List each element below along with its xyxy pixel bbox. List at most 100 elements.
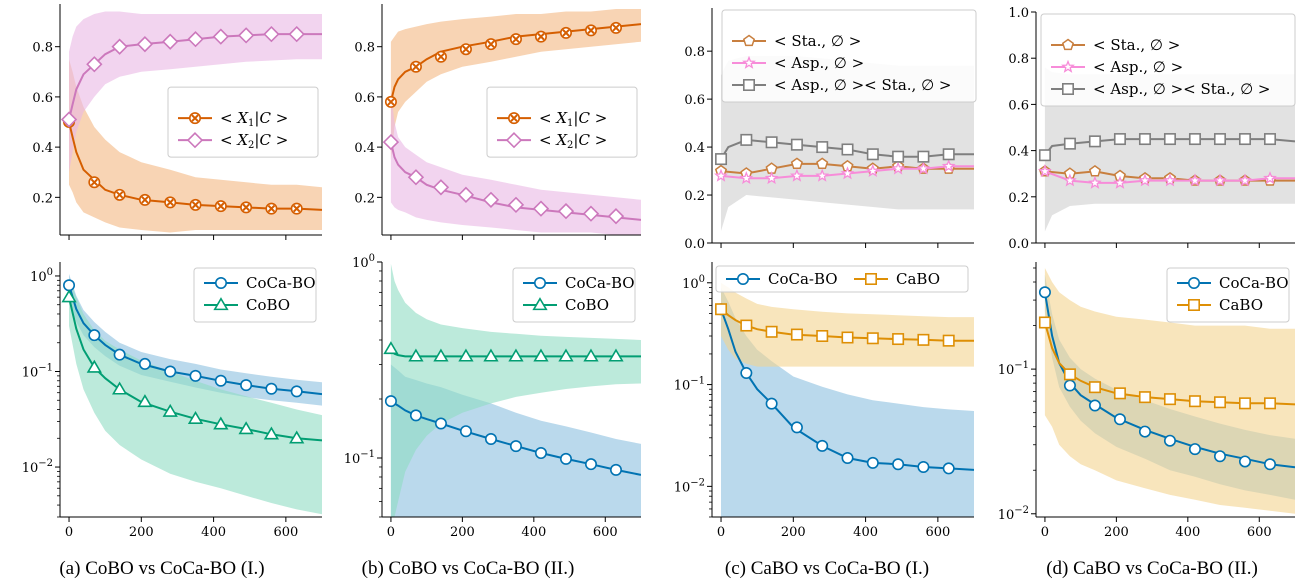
marker-cross (115, 191, 124, 199)
plot-area (715, 282, 974, 517)
data-point (113, 188, 126, 201)
data-point (1088, 381, 1101, 394)
data-point (815, 168, 830, 182)
data-point (214, 200, 227, 213)
data-point (1113, 413, 1126, 426)
chart-panel-d-bottom: 0 200 400 600 10−1 10−2 CoCa-BO CaBO (998, 262, 1295, 540)
data-point (942, 462, 955, 475)
legend-marker (186, 132, 204, 149)
data-point (534, 447, 547, 460)
data-point (1063, 137, 1076, 150)
series-band-1 (1044, 268, 1295, 514)
data-point (383, 341, 399, 355)
data-point (86, 359, 102, 373)
chart-panel-b-bottom: 0 200 400 600 100 10−1 CoCa-BO CoBO (344, 253, 641, 540)
marker-cross (437, 53, 445, 61)
data-point (1038, 149, 1051, 162)
data-point (1138, 133, 1151, 146)
legend-marker (215, 276, 228, 289)
data-point (841, 331, 854, 344)
x-tick-label: 0 (1041, 525, 1049, 540)
x-tick-label: 400 (1175, 525, 1200, 540)
legend: CoCa-BO CoBO (512, 267, 636, 323)
data-point (407, 169, 425, 186)
data-point (1138, 425, 1151, 438)
y-tick-label: 0.8 (354, 41, 375, 56)
data-point (484, 433, 497, 446)
legend-item: CoCa-BO (726, 270, 838, 288)
legend-frame (721, 9, 977, 103)
y-tick-label: 0.2 (32, 191, 53, 206)
data-point (764, 170, 779, 185)
data-point (584, 24, 597, 37)
data-point (1238, 133, 1251, 146)
data-point (508, 348, 524, 362)
data-point (1163, 434, 1176, 447)
legend-label: < X2|C > (539, 131, 607, 151)
series-band-1 (69, 278, 322, 515)
series-band-2 (1044, 67, 1295, 232)
data-point (892, 458, 905, 471)
data-point (583, 348, 599, 362)
x-tick-label: 0 (387, 525, 395, 540)
data-point (88, 176, 101, 189)
y-tick-label: 10−1 (344, 449, 375, 467)
y-tick-label: 0.4 (354, 141, 375, 156)
data-point (289, 430, 305, 444)
series-band-1 (390, 263, 641, 517)
y-tick-label: 10−2 (998, 505, 1029, 523)
legend-label: < Asp., ∅ > (774, 54, 864, 72)
legend-label: < Asp., ∅ >< Sta., ∅ > (774, 76, 951, 94)
data-point (459, 43, 472, 56)
data-point (111, 38, 128, 55)
data-point (432, 179, 450, 196)
y-tick-label: 1.0 (1008, 6, 1029, 21)
data-point (138, 357, 151, 370)
data-point (916, 161, 931, 175)
data-point (559, 26, 572, 39)
x-tick-label: 400 (201, 525, 226, 540)
marker-cross (217, 202, 225, 210)
legend-marker (1062, 83, 1075, 96)
chart-panel-a-bottom: 0 200 400 600 100 10−1 10−2 CoCa-BO CoBO (22, 262, 322, 540)
legend-item: CaBO (1177, 296, 1263, 314)
data-point (433, 348, 449, 362)
y-tick-label: 0.2 (1008, 191, 1029, 206)
data-point (1037, 164, 1052, 178)
x-tick-label: 400 (521, 525, 546, 540)
data-point (1163, 133, 1176, 146)
x-tick-label: 200 (781, 525, 806, 540)
data-point (816, 141, 829, 154)
legend-label: < X1|C > (220, 109, 288, 129)
data-point (841, 451, 854, 464)
x-tick-label: 200 (450, 525, 475, 540)
plot-area (382, 9, 641, 235)
y-tick-label: 0.8 (684, 45, 705, 60)
marker-cross (512, 35, 520, 43)
series-band-1 (721, 282, 974, 367)
y-tick-label: 10−1 (22, 363, 53, 381)
legend-label: < Sta., ∅ > (1093, 36, 1180, 54)
data-point (1188, 173, 1202, 187)
data-point (265, 382, 278, 395)
marker-cross (612, 24, 620, 32)
y-tick-label: 10−1 (998, 360, 1029, 378)
data-point (790, 157, 803, 170)
data-point (609, 463, 622, 476)
x-tick-label: 600 (1247, 525, 1272, 540)
data-point (892, 150, 905, 163)
x-tick-label: 600 (593, 525, 618, 540)
data-point (240, 201, 253, 214)
y-tick-label: 0.8 (32, 41, 53, 56)
data-point (288, 25, 305, 43)
data-point (532, 200, 550, 217)
legend-item: < Asp., ∅ >< Sta., ∅ > (732, 76, 951, 94)
data-point (840, 166, 855, 180)
y-tick-label: 0.4 (32, 141, 53, 156)
series-band-0 (390, 9, 641, 160)
x-tick-label: 0 (65, 525, 73, 540)
data-point (384, 95, 397, 108)
data-point (60, 111, 78, 128)
data-point (213, 416, 229, 430)
data-point (382, 133, 400, 151)
